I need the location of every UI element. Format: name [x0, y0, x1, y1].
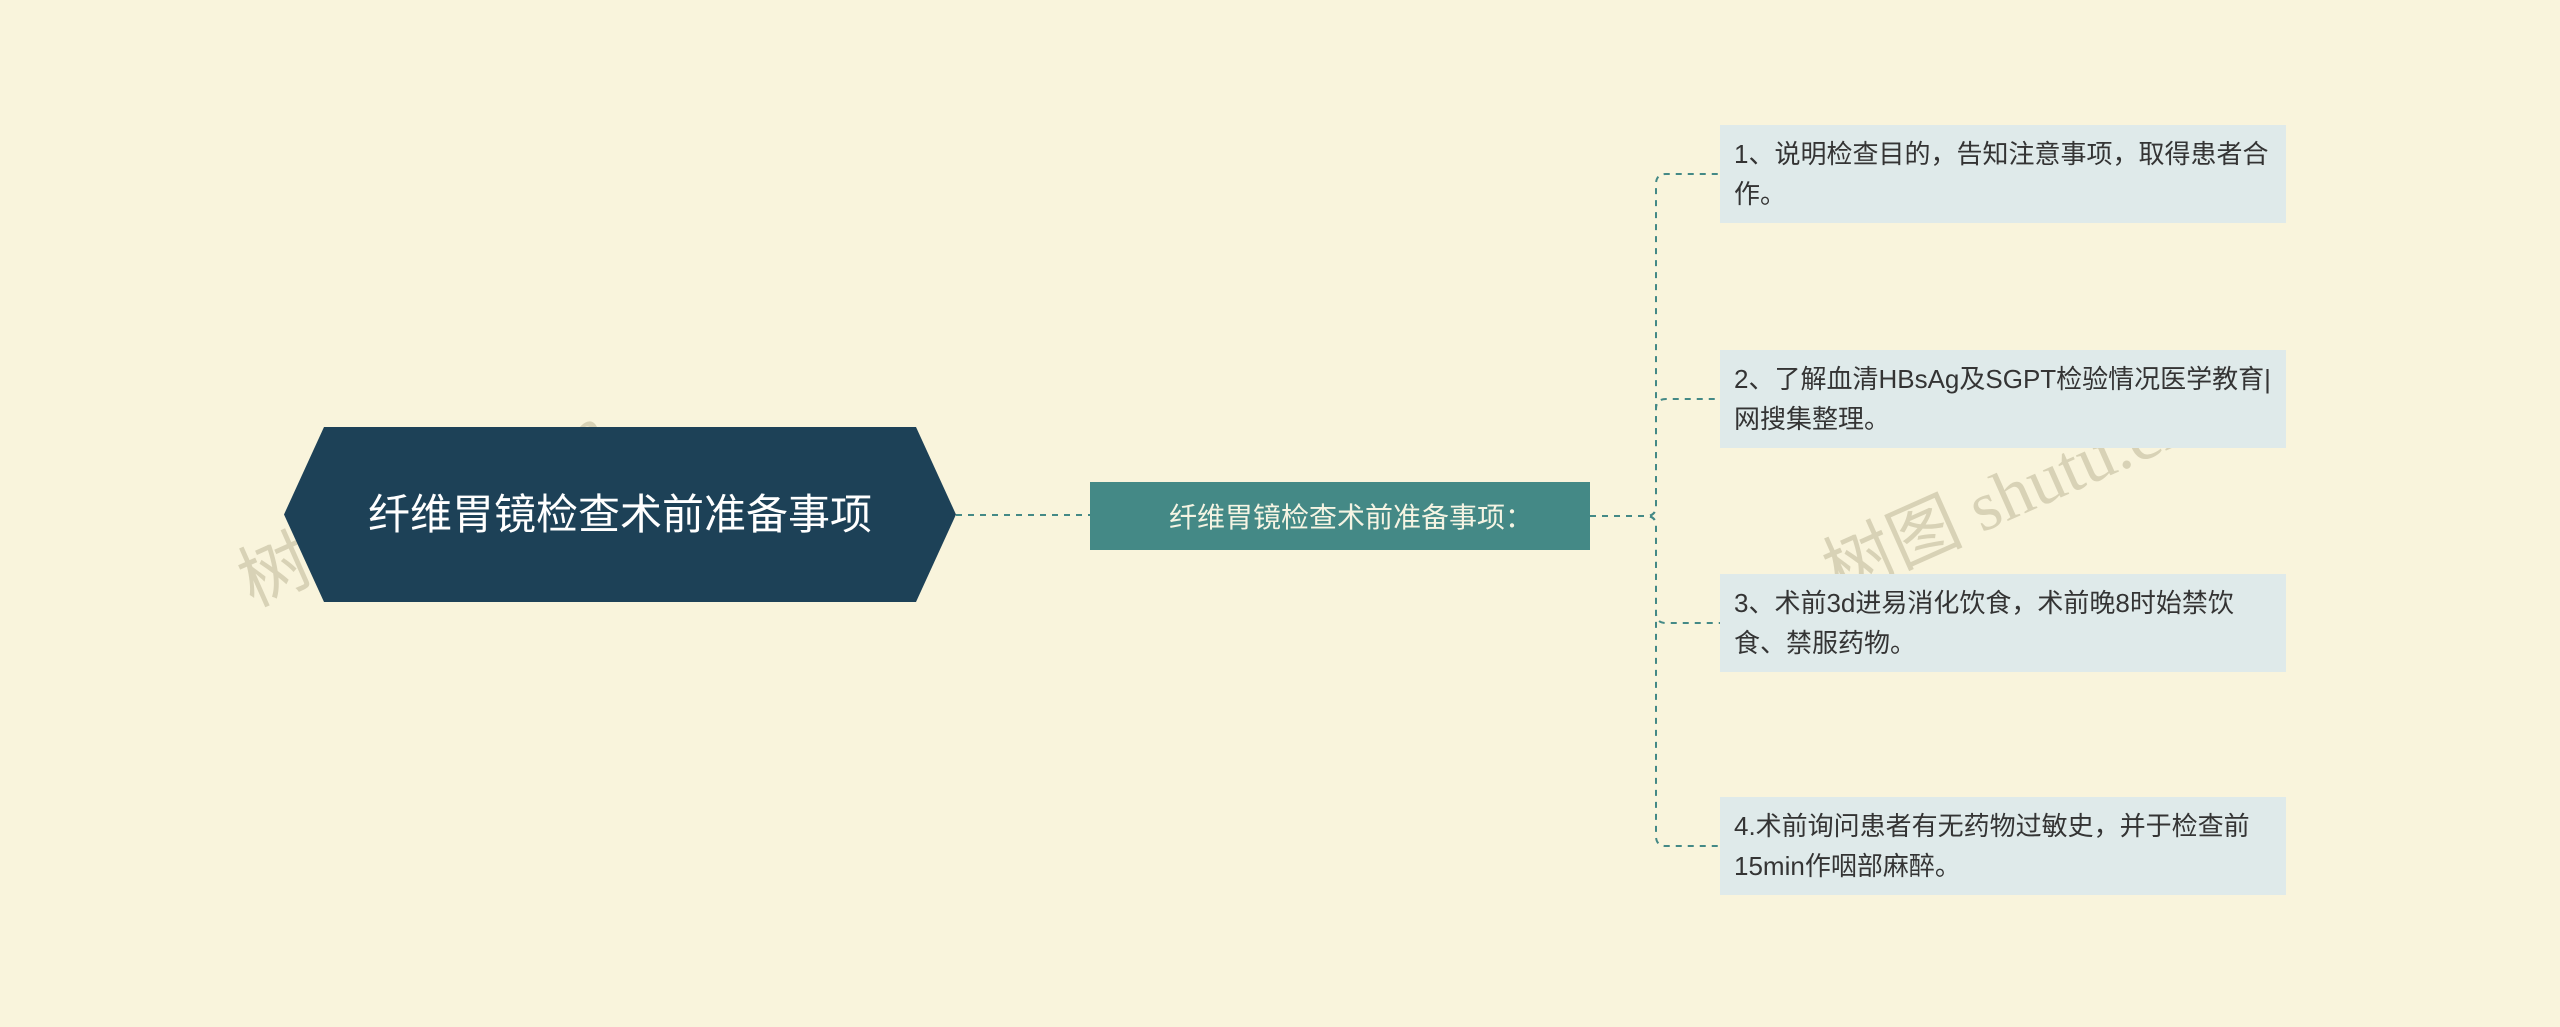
- leaf-node[interactable]: 1、说明检查目的，告知注意事项，取得患者合作。: [1720, 125, 2286, 223]
- leaf-node-label: 2、了解血清HBsAg及SGPT检验情况医学教育|网搜集整理。: [1734, 359, 2272, 440]
- root-node[interactable]: 纤维胃镜检查术前准备事项: [284, 427, 956, 602]
- leaf-node-label: 4.术前询问患者有无药物过敏史，并于检查前15min作咽部麻醉。: [1734, 806, 2272, 887]
- root-node-label: 纤维胃镜检查术前准备事项: [338, 483, 902, 546]
- leaf-node-label: 3、术前3d进易消化饮食，术前晚8时始禁饮食、禁服药物。: [1734, 583, 2272, 664]
- leaf-node[interactable]: 3、术前3d进易消化饮食，术前晚8时始禁饮食、禁服药物。: [1720, 574, 2286, 672]
- sub-node[interactable]: 纤维胃镜检查术前准备事项：: [1090, 482, 1590, 550]
- leaf-node-label: 1、说明检查目的，告知注意事项，取得患者合作。: [1734, 134, 2272, 215]
- mindmap-canvas: 树图 shutu.cn树图 shutu.cn 纤维胃镜检查术前准备事项 纤维胃镜…: [0, 0, 2560, 1027]
- leaf-node[interactable]: 2、了解血清HBsAg及SGPT检验情况医学教育|网搜集整理。: [1720, 350, 2286, 448]
- sub-node-label: 纤维胃镜检查术前准备事项：: [1169, 496, 1533, 536]
- leaf-node[interactable]: 4.术前询问患者有无药物过敏史，并于检查前15min作咽部麻醉。: [1720, 797, 2286, 895]
